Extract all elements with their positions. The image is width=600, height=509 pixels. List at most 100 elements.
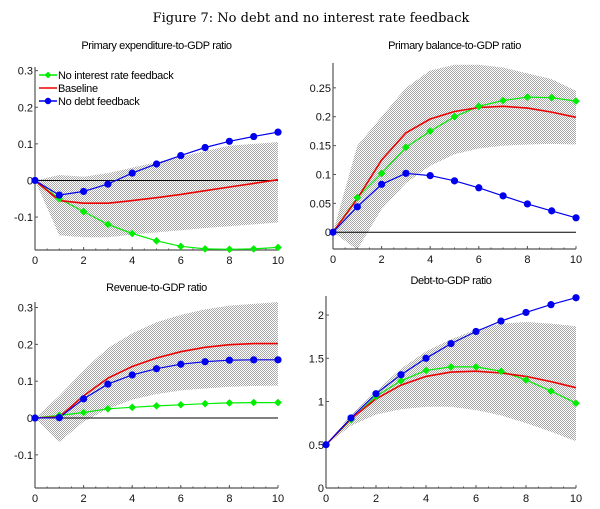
y-tick-label: 0.3	[18, 303, 33, 315]
point-no_interest_rate_feedback	[177, 242, 185, 251]
point-no_debt_feedback	[274, 128, 282, 136]
panel-2: Primary balance-to-GDP ratio 0 2 4 6 8 10 0 0.05…	[310, 40, 583, 266]
x-tick-label: 0	[32, 255, 38, 267]
point-no_debt_feedback	[402, 169, 410, 177]
point-no_debt_feedback	[128, 371, 136, 379]
y-tick-label: 0.05	[310, 198, 331, 210]
point-no_debt_feedback	[322, 441, 330, 449]
point-no_interest_rate_feedback	[225, 399, 234, 407]
x-tick-label: 4	[427, 254, 433, 266]
point-no_interest_rate_feedback	[201, 399, 209, 408]
point-no_interest_rate_feedback	[426, 127, 434, 135]
y-tick-label: 0.25	[310, 83, 331, 95]
y-tick-label: 0.2	[18, 339, 33, 351]
point-no_debt_feedback	[31, 414, 39, 422]
x-tick-label: 8	[226, 255, 232, 267]
point-no_debt_feedback	[250, 356, 258, 364]
legend-item-no_interest_rate_feedback: No interest rate feedback	[39, 70, 175, 82]
x-tick-label: 2	[81, 255, 87, 267]
x-tick-label: 10	[272, 255, 284, 267]
point-no_interest_rate_feedback	[402, 143, 410, 152]
point-no_debt_feedback	[201, 143, 209, 152]
point-no_debt_feedback	[80, 395, 88, 403]
legend-item-baseline: Baseline	[39, 83, 98, 95]
point-no_debt_feedback	[447, 339, 455, 348]
point-no_interest_rate_feedback	[523, 93, 532, 101]
point-no_interest_rate_feedback	[128, 229, 136, 238]
point-no_debt_feedback	[31, 176, 39, 185]
series-line-baseline	[34, 342, 278, 419]
confidence-band	[333, 64, 576, 250]
point-no_interest_rate_feedback	[572, 97, 580, 105]
point-no_interest_rate_feedback	[497, 367, 505, 376]
x-tick-label: 6	[473, 493, 479, 505]
point-no_debt_feedback	[450, 177, 459, 185]
legend-label: No debt feedback	[58, 96, 140, 108]
x-tick-label: 0	[330, 254, 336, 266]
point-no_debt_feedback	[353, 203, 361, 211]
panel-title: Primary balance-to-GDP ratio	[388, 40, 521, 52]
point-no_debt_feedback	[422, 354, 430, 362]
point-no_interest_rate_feedback	[397, 376, 405, 385]
y-tick-label: 0	[325, 227, 331, 239]
y-tick-label: 0.2	[18, 102, 33, 114]
y-tick-label: 0.5	[309, 440, 324, 452]
point-no_interest_rate_feedback	[353, 193, 362, 202]
point-no_debt_feedback	[372, 390, 380, 398]
x-tick-label: 8	[523, 493, 529, 505]
x-tick-label: 10	[272, 493, 284, 505]
point-no_debt_feedback	[547, 301, 555, 309]
point-no_interest_rate_feedback	[522, 376, 530, 384]
panel-3: Revenue-to-GDP ratio 0 2 4 6 8 10 -0.1 0 0.1 0.2 0.…	[14, 282, 284, 505]
panel-4: Debt-to-GDP ratio 0 2 4 6 8 10 0 0.5 1 1.5 2	[309, 275, 582, 505]
point-no_debt_feedback	[104, 380, 112, 388]
point-no_debt_feedback	[329, 228, 337, 236]
y-tick-label: 0.3	[18, 66, 33, 78]
point-no_interest_rate_feedback	[249, 245, 258, 253]
legend-item-no_debt_feedback: No debt feedback	[39, 96, 141, 108]
point-no_interest_rate_feedback	[472, 363, 480, 371]
point-no_interest_rate_feedback	[447, 363, 455, 371]
y-tick-label: 2	[318, 310, 324, 322]
y-tick-label: 0.1	[18, 376, 33, 388]
point-no_interest_rate_feedback	[104, 405, 112, 413]
panel-title: Debt-to-GDP ratio	[410, 275, 491, 287]
point-no_interest_rate_feedback	[450, 112, 459, 121]
point-no_debt_feedback	[104, 180, 112, 188]
point-no_interest_rate_feedback	[79, 207, 88, 216]
point-no_interest_rate_feedback	[177, 400, 185, 409]
point-no_debt_feedback	[152, 160, 161, 168]
x-tick-label: 2	[373, 493, 379, 505]
x-tick-label: 10	[570, 254, 582, 266]
point-no_debt_feedback	[55, 191, 63, 199]
point-no_debt_feedback	[55, 414, 63, 422]
x-tick-label: 6	[476, 254, 482, 266]
point-no_debt_feedback	[523, 200, 532, 208]
point-no_interest_rate_feedback	[128, 403, 136, 412]
point-no_interest_rate_feedback	[225, 245, 234, 254]
point-no_debt_feedback	[177, 151, 185, 160]
point-no_interest_rate_feedback	[152, 402, 161, 410]
y-tick-label: 0.1	[18, 139, 33, 151]
panel-title: Primary expenditure-to-GDP ratio	[81, 40, 232, 52]
series-line-baseline	[325, 370, 577, 446]
confidence-band	[35, 142, 278, 238]
point-no_debt_feedback	[225, 137, 233, 145]
point-no_debt_feedback	[80, 187, 88, 196]
y-tick-label: -0.1	[14, 450, 33, 462]
point-no_interest_rate_feedback	[152, 237, 161, 245]
y-tick-label: 0	[318, 483, 324, 495]
confidence-band	[326, 321, 576, 445]
point-no_debt_feedback	[499, 192, 507, 200]
figure-title: Figure 7: No debt and no interest rate f…	[153, 11, 470, 26]
x-tick-label: 0	[32, 493, 38, 505]
point-no_interest_rate_feedback	[79, 408, 88, 417]
point-no_interest_rate_feedback	[547, 93, 556, 102]
panel-title: Revenue-to-GDP ratio	[106, 282, 207, 294]
point-no_interest_rate_feedback	[475, 102, 483, 111]
point-no_debt_feedback	[152, 365, 161, 373]
point-no_interest_rate_feedback	[274, 398, 282, 407]
y-tick-label: 0	[27, 413, 33, 425]
point-no_debt_feedback	[274, 356, 282, 364]
point-no_interest_rate_feedback	[377, 169, 386, 178]
